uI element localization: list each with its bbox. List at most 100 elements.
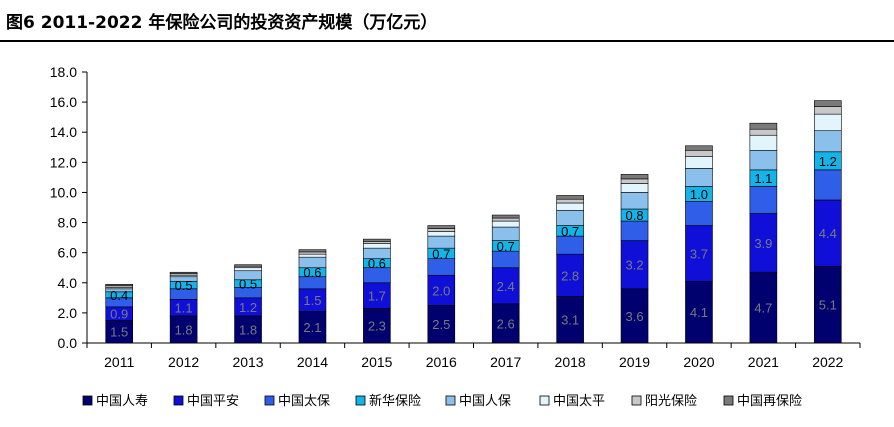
- legend-label: 阳光保险: [645, 394, 697, 409]
- legend-swatch: [539, 395, 550, 406]
- legend-swatch: [173, 395, 184, 406]
- x-tick-label: 2020: [683, 354, 714, 370]
- x-tick-label: 2016: [426, 354, 457, 370]
- bar-segment: [685, 156, 713, 169]
- data-label: 2.8: [561, 268, 579, 283]
- data-label: 3.7: [690, 246, 708, 261]
- bar-segment: [298, 311, 327, 344]
- bar-segment: [813, 113, 842, 132]
- chart-legend: 中国人寿 中国平安 中国太保 新华保险 中国人保 中国太平 阳光保险 中国再保险: [82, 393, 802, 409]
- bar-segment: [298, 253, 327, 258]
- data-label: 0.4: [110, 288, 128, 303]
- bar-segment: [620, 178, 649, 184]
- legend-label: 中国再保险: [737, 394, 802, 409]
- legend-item: 中国平安: [173, 394, 239, 409]
- data-label: 2.1: [303, 320, 321, 335]
- bar-segment: [234, 267, 262, 272]
- bar-segment: [556, 198, 584, 204]
- y-tick-label: 10.0: [50, 184, 77, 200]
- bar-segment: [620, 220, 649, 241]
- bar-segment: [685, 149, 713, 157]
- data-label: 0.7: [497, 239, 515, 254]
- bar-segment: [813, 169, 842, 201]
- data-label: 2.6: [497, 316, 515, 331]
- legend-item: 中国太平: [539, 394, 605, 409]
- bar-segment: [685, 168, 713, 187]
- y-tick-label: 14.0: [50, 124, 77, 140]
- legend-label: 新华保险: [369, 393, 421, 409]
- legend-label: 中国人寿: [96, 394, 148, 409]
- bar-segment: [813, 130, 842, 153]
- data-label: 0.7: [561, 224, 579, 239]
- data-label: 1.5: [303, 293, 321, 308]
- bar-segment: [620, 192, 649, 210]
- data-label: 1.1: [754, 171, 772, 186]
- data-label: 0.5: [175, 278, 193, 293]
- bar-segment: [749, 271, 778, 344]
- chart-axes: 0.0 2.0 4.0 6.0 8.0 10.0 12.0 14.0 16.0 18.0 2011 2…: [50, 64, 861, 370]
- legend-swatch: [445, 395, 456, 406]
- x-tick-label: 2017: [490, 354, 521, 370]
- bar-segment: [620, 240, 649, 290]
- bar-segment: [427, 274, 456, 306]
- data-label: 1.0: [690, 187, 708, 202]
- data-label: 0.6: [368, 256, 386, 271]
- x-tick-label: 2022: [812, 354, 843, 370]
- legend-swatch: [355, 395, 366, 406]
- bar-segment: [749, 134, 778, 151]
- bar-segment: [813, 106, 842, 115]
- data-label: 1.8: [239, 322, 257, 337]
- legend-swatch: [723, 395, 734, 406]
- data-label: 5.1: [819, 298, 837, 313]
- chart-bars: [105, 100, 842, 344]
- bar-segment: [749, 128, 778, 136]
- bar-segment: [685, 280, 713, 344]
- data-label: 4.7: [754, 301, 772, 316]
- data-label: 3.6: [626, 309, 644, 324]
- bar-segment: [363, 243, 391, 249]
- legend-item: 中国再保险: [723, 394, 802, 409]
- bar-segment: [427, 228, 456, 232]
- x-tick-label: 2012: [168, 354, 199, 370]
- x-tick-label: 2013: [232, 354, 263, 370]
- bar-segment: [813, 100, 842, 107]
- title-rule: [0, 40, 894, 42]
- bar-segment: [620, 183, 649, 193]
- bar-segment: [685, 201, 713, 226]
- bar-segment: [685, 145, 713, 151]
- bar-segment: [813, 265, 842, 344]
- data-label: 1.2: [239, 300, 257, 315]
- bar-segment: [427, 305, 456, 344]
- figure-title: 图6 2011-2022 年保险公司的投资资产规模（万亿元）: [6, 13, 438, 33]
- data-label: 1.1: [175, 301, 193, 316]
- legend-item: 新华保险: [355, 393, 421, 409]
- data-label: 0.9: [110, 307, 128, 322]
- bar-segment: [620, 174, 649, 180]
- bar-segment: [556, 296, 584, 344]
- bar-segment: [749, 186, 778, 214]
- y-tick-label: 16.0: [50, 94, 77, 110]
- legend-item: 阳光保险: [631, 394, 697, 409]
- chart-data-labels: 1.5 0.9 0.4 1.8 1.1 0.5 1.8 1.2 0.5 2.1 1.5 0.6 2.3 1…: [110, 154, 837, 340]
- y-tick-label: 0.0: [58, 335, 78, 351]
- legend-item: 中国太保: [264, 394, 330, 409]
- bar-segment: [491, 220, 520, 228]
- data-label: 3.2: [626, 258, 644, 273]
- legend-label: 中国太保: [278, 394, 330, 409]
- bar-segment: [234, 315, 262, 344]
- y-tick-label: 18.0: [50, 64, 77, 80]
- x-tick-label: 2015: [361, 354, 392, 370]
- bar-segment: [169, 315, 198, 344]
- bar-segment: [363, 241, 391, 244]
- y-tick-label: 12.0: [50, 154, 77, 170]
- bar-segment: [298, 249, 327, 253]
- data-label: 4.4: [819, 226, 837, 241]
- legend-label: 中国太平: [553, 394, 605, 409]
- data-label: 2.5: [432, 317, 450, 332]
- bar-segment: [427, 231, 456, 237]
- legend-item: 中国人保: [445, 394, 511, 409]
- y-tick-label: 2.0: [58, 305, 78, 321]
- data-label: 0.8: [626, 208, 644, 223]
- legend-swatch: [82, 395, 93, 406]
